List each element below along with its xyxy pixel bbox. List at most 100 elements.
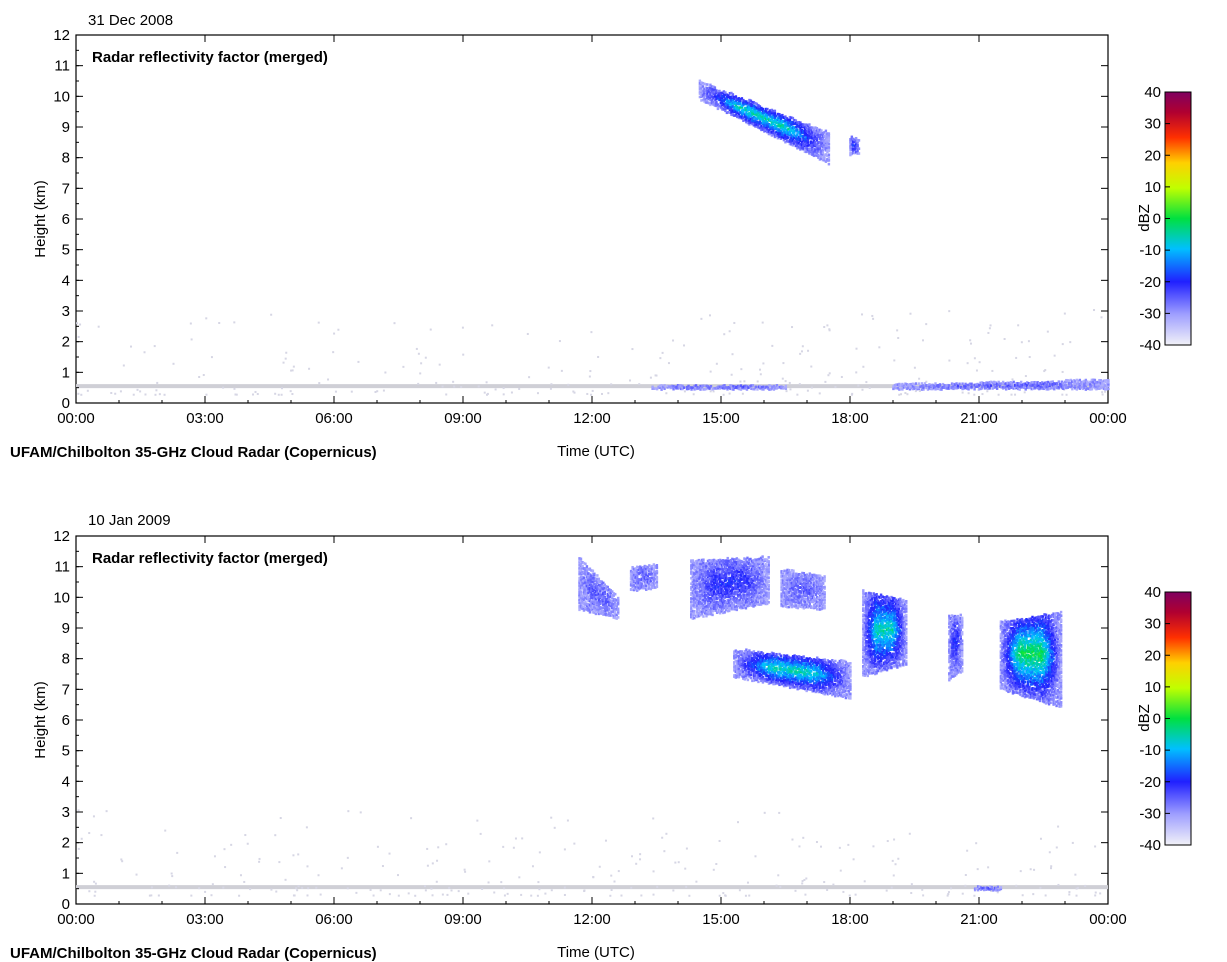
echo-pixel	[706, 570, 710, 573]
noise-speckle	[759, 373, 762, 376]
echo-pixel	[645, 577, 648, 581]
echo-pixel	[852, 147, 855, 151]
echo-pixel	[732, 605, 735, 608]
echo-pixel	[784, 585, 788, 588]
echo-pixel	[1006, 384, 1009, 388]
echo-pixel	[579, 559, 583, 563]
echo-pixel	[579, 596, 583, 600]
echo-pixel	[759, 585, 763, 589]
echo-pixel	[747, 586, 751, 589]
echo-pixel	[734, 99, 738, 103]
echo-pixel	[812, 148, 816, 151]
echo-pixel	[786, 571, 789, 575]
echo-pixel	[973, 385, 976, 388]
echo-pixel	[783, 591, 786, 595]
echo-pixel	[721, 99, 724, 102]
noise-speckle	[155, 389, 158, 392]
echo-pixel	[752, 587, 755, 591]
echo-pixel	[799, 123, 802, 127]
echo-pixel	[582, 561, 586, 565]
noise-speckle	[258, 857, 261, 860]
echo-pixel	[1053, 385, 1056, 389]
noise-speckle	[479, 832, 482, 835]
echo-pixel	[807, 600, 810, 604]
noise-speckle	[536, 392, 539, 395]
echo-pixel	[739, 656, 742, 660]
echo-pixel	[602, 587, 605, 591]
echo-pixel	[690, 613, 693, 616]
echo-pixel	[587, 575, 590, 579]
echo-pixel	[985, 383, 988, 387]
echo-pixel	[726, 609, 729, 613]
echo-pixel	[787, 568, 791, 572]
echo-pixel	[740, 584, 743, 587]
echo-pixel	[761, 560, 764, 563]
echo-pixel	[802, 593, 806, 596]
echo-pixel	[694, 598, 698, 602]
colorbar-label: dBZ	[1136, 204, 1153, 232]
echo-pixel	[781, 386, 785, 389]
echo-pixel	[710, 85, 714, 88]
echo-pixel	[599, 595, 602, 599]
echo-pixel	[700, 591, 704, 595]
echo-pixel	[700, 588, 704, 592]
echo-pixel	[1056, 381, 1059, 385]
echo-pixel	[803, 131, 807, 135]
echo-pixel	[702, 583, 705, 587]
echo-pixel	[629, 577, 633, 581]
noise-speckle	[153, 345, 156, 348]
echo-pixel	[597, 596, 601, 600]
echo-pixel	[767, 129, 771, 132]
echo-pixel	[756, 572, 760, 576]
echo-pixel	[615, 608, 618, 611]
echo-pixel	[808, 147, 811, 151]
echo-pixel	[699, 565, 702, 569]
echo-pixel	[811, 148, 814, 151]
echo-pixel	[758, 117, 762, 121]
echo-pixel	[1089, 385, 1092, 389]
echo-pixel	[726, 590, 729, 593]
echo-pixel	[743, 118, 747, 122]
echo-pixel	[739, 99, 742, 103]
echo-pixel	[714, 572, 717, 575]
echo-pixel	[696, 615, 699, 619]
echo-pixel	[717, 564, 720, 568]
echo-pixel	[1038, 383, 1041, 387]
echo-pixel	[729, 607, 732, 611]
echo-pixel	[648, 576, 651, 580]
echo-pixel	[1010, 382, 1014, 385]
echo-pixel	[812, 152, 816, 156]
echo-pixel	[721, 608, 725, 611]
echo-pixel	[690, 600, 693, 604]
echo-pixel	[761, 573, 764, 577]
echo-pixel	[755, 597, 758, 600]
echo-pixel	[793, 126, 796, 130]
echo-pixel	[631, 577, 634, 581]
noise-speckle	[823, 881, 826, 884]
echo-pixel	[728, 587, 731, 591]
echo-pixel	[723, 562, 726, 566]
plot-frame	[75, 34, 1109, 404]
echo-pixel	[1045, 385, 1048, 389]
axes: 00:00 03:00 06:00 09:00 12:00 15:00 18:00 21:00…	[53, 27, 1126, 427]
echo-pixel	[599, 593, 602, 597]
echo-pixel	[741, 595, 745, 599]
noise-speckle	[638, 383, 641, 386]
echo-pixel	[766, 113, 769, 117]
echo-pixel	[731, 105, 735, 108]
echo-pixel	[709, 611, 713, 615]
echo-pixel	[591, 574, 595, 577]
echo-pixel	[799, 144, 802, 148]
echo-pixel	[813, 590, 816, 593]
echo-pixel	[715, 600, 719, 604]
echo-pixel	[760, 115, 763, 118]
echo-pixel	[761, 575, 764, 579]
echo-pixel	[744, 579, 748, 582]
echo-pixel	[1080, 386, 1083, 389]
echo-pixel	[715, 560, 719, 564]
echo-pixel	[697, 604, 701, 607]
echo-pixel	[739, 661, 742, 665]
echo-pixel	[726, 586, 729, 590]
echo-pixel	[637, 572, 640, 575]
echo-pixel	[708, 597, 711, 600]
